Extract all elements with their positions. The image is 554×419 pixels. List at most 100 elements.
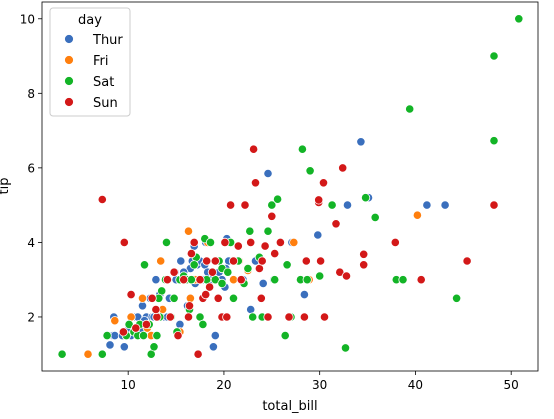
point-sun [390,237,400,247]
point-sun [126,289,136,300]
point-thur [105,340,115,350]
point-sun [263,312,273,322]
point-sat [514,14,524,24]
point-sun [246,237,256,247]
plot-frame [41,1,539,372]
point-sun [233,241,243,251]
point-thur [110,330,120,341]
point-sun [152,312,162,322]
point-thur [210,330,220,341]
point-sun [260,241,270,251]
point-fri [289,237,299,247]
point-sat [243,263,253,274]
point-sun [250,178,261,188]
legend-entry-sat: Sat [64,75,114,90]
point-sat [205,237,216,247]
point-thur [263,168,273,179]
point-sun [207,267,217,277]
point-thur [313,230,323,240]
point-fri [183,226,194,236]
point-sun [186,249,196,259]
point-sat [327,200,337,210]
point-sun [169,267,179,277]
point-sat [272,194,283,204]
point-sun [165,312,175,322]
point-sun [131,323,141,333]
legend-title: day [78,13,102,28]
point-thur [246,304,256,315]
point-fri [156,256,166,266]
point-sat [97,349,107,359]
point-sat [489,51,499,61]
y-tick-label: 10 [20,12,35,26]
point-sun [319,312,330,322]
point-sun [416,275,426,285]
point-sat [217,278,227,288]
point-sun [359,249,369,259]
point-sun [195,275,205,285]
series-sun [97,144,499,359]
point-thur [356,137,366,147]
point-sun [275,237,285,247]
legend-label-sat: Sat [93,75,114,90]
legend-entry-thur: Thur [64,33,123,48]
point-sat [189,260,199,270]
point-sat [370,212,380,222]
point-sun [257,256,267,266]
legend-entry-sun: Sun [64,96,118,111]
point-fri [83,349,93,359]
point-sun [183,312,194,322]
x-axis-label: total_bill [262,399,317,414]
point-sat [302,275,312,285]
point-thur [119,342,129,352]
point-sun [201,289,211,300]
point-sat [161,237,172,247]
point-sat [139,260,150,270]
point-sun [118,327,129,337]
point-sat [267,200,277,210]
x-axis: 10 20 30 40 50 [121,371,519,392]
y-axis: 2 4 6 8 10 [20,12,42,324]
point-sun [147,293,157,303]
point-sat [282,260,292,270]
point-sat [228,293,239,303]
point-sun [173,330,183,341]
point-sat [57,349,67,359]
legend-marker-sun [64,97,74,107]
point-sat [280,330,290,341]
point-fri [185,293,195,303]
point-sun [226,200,236,210]
legend-marker-sat [64,76,74,86]
point-sun [220,237,230,247]
x-tick-label: 10 [121,378,136,392]
legend-entry-fri: Fri [64,54,109,69]
point-sat [263,226,273,236]
point-sat [186,275,196,285]
point-thur [440,200,450,210]
legend-marker-thur [64,34,74,44]
point-sun [462,256,472,266]
point-sat [138,330,149,341]
point-sun [315,256,326,266]
x-tick-label: 30 [312,378,327,392]
point-sat [102,330,112,341]
point-thur [422,200,432,210]
legend-label-thur: Thur [92,33,123,48]
point-thur [208,342,218,352]
point-sat [489,136,499,146]
point-sun [189,237,199,247]
point-sat [198,319,208,329]
point-sun [256,293,266,303]
point-sat [270,275,280,285]
x-tick-label: 20 [216,378,231,392]
point-sun [97,194,107,205]
point-sat [169,293,179,303]
point-sat [297,144,307,154]
point-sun [341,271,352,281]
point-sun [318,178,329,188]
point-sun [151,304,161,315]
point-fri [228,275,239,285]
y-axis-label: tip [0,178,12,195]
point-sat [223,267,233,277]
